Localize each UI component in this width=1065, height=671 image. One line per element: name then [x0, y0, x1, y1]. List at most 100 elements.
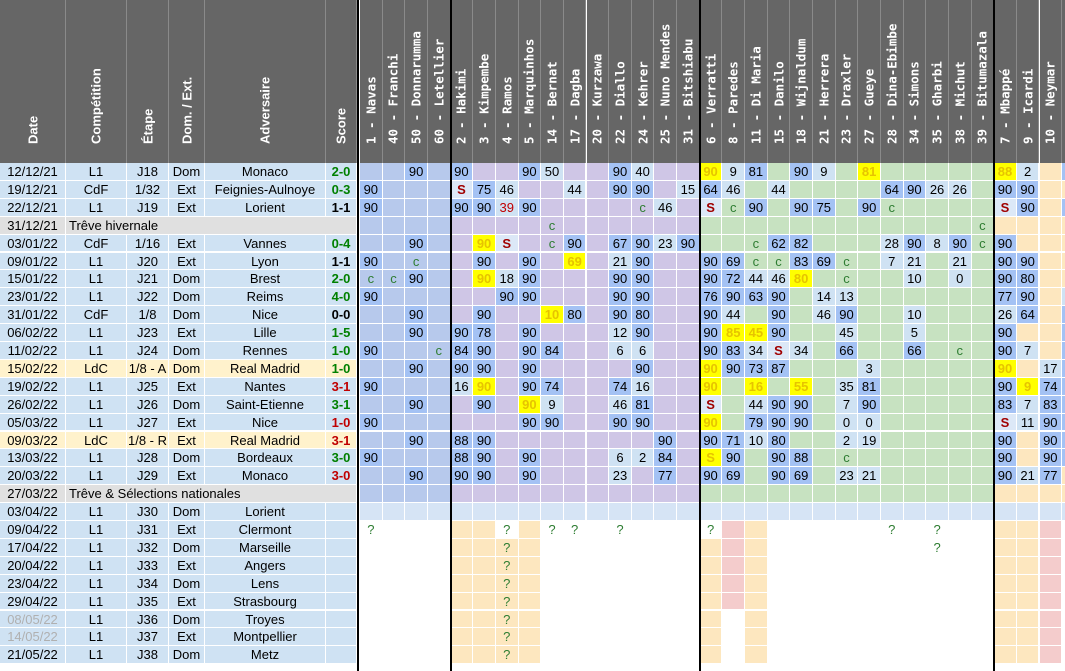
- player-cell: [971, 359, 995, 378]
- match-score: 1-0: [326, 413, 357, 432]
- player-cell: [813, 503, 836, 521]
- player-header: 5 - Marquinhos: [518, 0, 542, 163]
- match-opponent[interactable]: Lorient: [205, 198, 326, 217]
- player-cell: [609, 628, 632, 647]
- match-score: [326, 592, 357, 611]
- player-cell: S: [450, 180, 474, 199]
- player-cell: [1016, 234, 1040, 253]
- match-opponent[interactable]: Monaco: [205, 467, 326, 486]
- match-opponent[interactable]: Metz: [205, 646, 326, 665]
- match-opponent[interactable]: Reims: [205, 288, 326, 307]
- match-stage: J32: [127, 538, 169, 557]
- match-opponent[interactable]: Brest: [205, 270, 326, 289]
- player-cell: [790, 556, 813, 575]
- player-cell: [677, 646, 700, 665]
- player-cell: S: [495, 234, 519, 253]
- match-opponent[interactable]: Angers: [205, 556, 326, 575]
- player-cell: [1016, 485, 1040, 504]
- match-date: 09/04/22: [0, 521, 66, 539]
- match-opponent[interactable]: Saint-Etienne: [205, 395, 326, 414]
- player-cell: 83: [994, 395, 1017, 414]
- player-cell: [813, 449, 836, 468]
- player-cell: [382, 163, 406, 181]
- player-cell: 90: [541, 413, 564, 432]
- player-cell: 14: [813, 288, 836, 307]
- player-cell: 90: [631, 288, 655, 307]
- player-cell: c: [1062, 234, 1065, 253]
- match-opponent[interactable]: Vannes: [205, 234, 326, 253]
- match-opponent[interactable]: Strasbourg: [205, 592, 326, 611]
- player-cell: c: [835, 270, 859, 289]
- player-cell: 73: [745, 359, 768, 378]
- match-opponent[interactable]: Nantes: [205, 377, 326, 396]
- player-cell: [586, 628, 610, 647]
- player-cell: [1039, 324, 1063, 342]
- match-opponent[interactable]: Nice: [205, 306, 326, 325]
- player-cell: [767, 610, 791, 629]
- match-opponent[interactable]: Nice: [205, 413, 326, 432]
- player-cell: 90: [903, 234, 927, 253]
- player-cell: [948, 467, 972, 486]
- player-cell: [835, 216, 859, 235]
- player-header: 15 - Danilo: [767, 0, 791, 163]
- match-venue: Ext: [169, 592, 205, 611]
- player-header: 39 - Bitumazala: [971, 0, 995, 163]
- match-opponent[interactable]: Lyon: [205, 252, 326, 271]
- player-cell: [473, 610, 496, 629]
- player-cell: 88: [450, 449, 474, 468]
- match-opponent[interactable]: Lens: [205, 574, 326, 593]
- player-cell: [360, 395, 383, 414]
- player-cell: [1016, 449, 1040, 468]
- match-opponent[interactable]: Monaco: [205, 163, 326, 181]
- player-name: 18 - Wijnaldum: [793, 38, 809, 144]
- player-cell: [586, 252, 610, 271]
- player-cell: 90: [767, 324, 791, 342]
- match-opponent[interactable]: Montpellier: [205, 628, 326, 647]
- match-opponent[interactable]: Bordeaux: [205, 449, 326, 468]
- player-cell: 7: [1016, 395, 1040, 414]
- header-cell: Compétition: [66, 0, 127, 163]
- player-cell: [858, 646, 881, 665]
- player-cell: 46: [654, 198, 678, 217]
- player-cell: [405, 574, 428, 593]
- match-opponent[interactable]: Real Madrid: [205, 431, 326, 450]
- match-date: 27/03/22: [0, 485, 66, 504]
- match-date: 20/04/22: [0, 556, 66, 575]
- player-cell: [382, 467, 406, 486]
- match-opponent[interactable]: Feignies-Aulnoye: [205, 180, 326, 199]
- player-cell: [541, 574, 564, 593]
- player-cell: [563, 449, 587, 468]
- match-opponent[interactable]: Lille: [205, 324, 326, 342]
- player-cell: 90: [994, 359, 1017, 378]
- player-cell: [677, 628, 700, 647]
- match-opponent[interactable]: Clermont: [205, 521, 326, 539]
- match-opponent[interactable]: Lorient: [205, 503, 326, 521]
- player-cell: [586, 503, 610, 521]
- player-name: 4 - Ramos: [499, 76, 515, 144]
- match-stage: 1/16: [127, 234, 169, 253]
- player-cell: [360, 628, 383, 647]
- player-cell: 80: [790, 270, 813, 289]
- player-cell: [609, 646, 632, 665]
- player-header: 27 - Gueye: [858, 0, 881, 163]
- player-cell: [994, 521, 1017, 539]
- match-opponent[interactable]: Troyes: [205, 610, 326, 629]
- player-cell: [360, 234, 383, 253]
- match-opponent[interactable]: Real Madrid: [205, 359, 326, 378]
- player-cell: [473, 485, 496, 504]
- player-cell: [677, 503, 700, 521]
- player-cell: 21: [858, 467, 881, 486]
- player-cell: 90: [405, 395, 428, 414]
- player-cell: 90: [858, 198, 881, 217]
- player-cell: [382, 216, 406, 235]
- player-cell: [382, 359, 406, 378]
- player-cell: [835, 198, 859, 217]
- match-opponent[interactable]: Marseille: [205, 538, 326, 557]
- player-header: 24 - Kehrer: [631, 0, 655, 163]
- match-opponent[interactable]: Rennes: [205, 342, 326, 360]
- player-cell: [586, 198, 610, 217]
- player-cell: [1062, 521, 1065, 539]
- player-cell: [677, 610, 700, 629]
- player-cell: ?: [926, 521, 949, 539]
- player-name: 10 - Neymar: [1042, 61, 1058, 144]
